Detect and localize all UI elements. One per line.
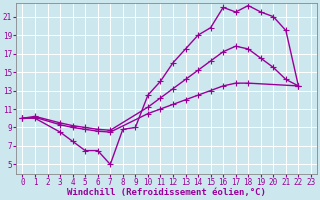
X-axis label: Windchill (Refroidissement éolien,°C): Windchill (Refroidissement éolien,°C): [67, 188, 266, 197]
